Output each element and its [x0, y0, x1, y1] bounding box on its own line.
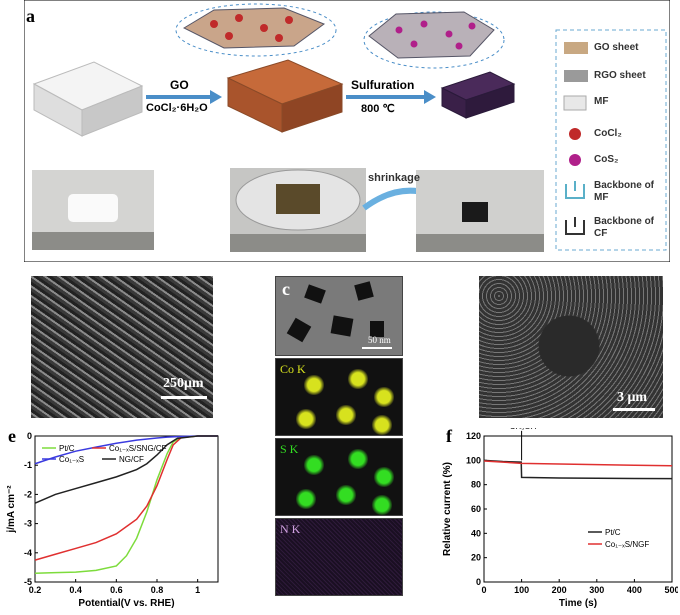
scale-bar-d	[613, 408, 655, 411]
eds-map-2: N K	[275, 518, 403, 596]
y-tick-label: 20	[471, 553, 481, 563]
cos2-block	[440, 71, 516, 119]
mf-block-icon	[563, 95, 587, 111]
y-tick-label: 100	[466, 455, 481, 465]
legend-label-e-3: NG/CF	[119, 455, 144, 464]
x-tick-label: 200	[552, 585, 567, 595]
legend-label-e-1: Co₁₋ₓS/SNG/CF	[109, 444, 167, 453]
y-tick-label: 60	[471, 504, 481, 514]
photo-mf	[32, 170, 154, 250]
y-tick-label: 0	[476, 577, 481, 587]
panel-a: a	[24, 0, 670, 262]
legend-item-3: CoCl₂	[594, 128, 622, 139]
zoom-hexagon-2	[363, 11, 505, 69]
eds-map-label-1: S K	[280, 442, 299, 456]
panel-d-sem: 3 μm	[479, 276, 663, 418]
go-sheet-icon	[564, 42, 588, 54]
y-tick-label: 0	[27, 431, 32, 441]
eds-map-label-0: Co K	[280, 362, 306, 376]
y-tick-label: 40	[471, 528, 481, 538]
panel-f-label: f	[446, 426, 452, 446]
chart-f: 0 100 200 300 400 500 0 20 40 60 80 100 120 Time (s) R…	[442, 422, 680, 609]
legend-box	[555, 29, 667, 251]
plot-frame	[34, 435, 219, 583]
legend-label-e-0: Pt/C	[59, 444, 75, 453]
arrow-1-top-label: GO	[170, 78, 189, 92]
x-tick-label: 400	[627, 585, 642, 595]
legend-item-1: RGO sheet	[594, 70, 646, 81]
legend-item-4: CoS₂	[594, 154, 619, 165]
cf-backbone-icon	[565, 217, 585, 235]
x-tick-label: 300	[589, 585, 604, 595]
panel-f: f 0 100 200 300 400 500 0 20 40 60 80 100 120 Time (s…	[438, 422, 680, 610]
series-line-2	[34, 435, 218, 465]
series-line-1	[483, 460, 673, 467]
arrow-2-top-label: Sulfuration	[351, 78, 415, 92]
legend-item-0: GO sheet	[594, 42, 639, 53]
scale-label-c: 50 nm	[368, 335, 391, 345]
y-axis-label: j/mA cm⁻²	[6, 485, 17, 534]
eds-map-1: S K	[275, 438, 403, 516]
x-axis-label: Potential(V vs. RHE)	[78, 598, 174, 609]
panel-b-sem: 250μm	[31, 276, 213, 418]
panel-e: e 0.2 0.4 0.6 0.8 1 -5 -4 -3 -2 -1 0 Potential(V vs…	[2, 426, 224, 610]
panel-a-label: a	[26, 6, 35, 26]
panel-c-label: c	[282, 279, 290, 299]
photo-cf-shrunk	[416, 170, 544, 252]
x-tick-label: 100	[514, 585, 529, 595]
arrow-2-bottom-label: 800 ℃	[361, 103, 395, 115]
y-tick-label: -3	[24, 519, 32, 529]
scale-label-b: 250μm	[163, 376, 204, 391]
y-tick-label: 80	[471, 480, 481, 490]
y-tick-label: -4	[24, 548, 32, 558]
y-tick-label: -5	[24, 577, 32, 587]
cos2-sphere-icon	[569, 154, 581, 166]
x-tick-label: 0.6	[110, 585, 123, 595]
arrow-1-bottom-label: CoCl₂·6H₂O	[146, 102, 208, 114]
zoom-hexagon-1	[175, 3, 337, 57]
scale-bar-b	[161, 396, 207, 399]
photo-cf-dish	[230, 168, 366, 252]
legend-label-e-2: Co₁₋ₓS	[59, 455, 84, 464]
x-axis-label: Time (s)	[559, 598, 597, 609]
go-cocl2-block	[226, 59, 344, 133]
panel-e-label: e	[8, 426, 16, 446]
x-tick-label: 0.8	[151, 585, 164, 595]
plot-frame	[483, 435, 673, 583]
eds-map-label-2: N K	[280, 522, 301, 536]
panel-c-tem: c 50 nm	[275, 276, 403, 356]
x-tick-label: 0	[481, 585, 486, 595]
mf-block	[32, 61, 144, 137]
x-tick-label: 500	[664, 585, 678, 595]
legend-item-5: Backbone of MF	[594, 180, 655, 203]
cocl2-sphere-icon	[569, 128, 581, 140]
mf-backbone-icon	[565, 181, 585, 199]
y-tick-label: -1	[24, 460, 32, 470]
schematic-svg	[24, 0, 670, 262]
y-axis-label: Relative current (%)	[442, 462, 453, 556]
annotation-label: CH₃OH	[510, 428, 537, 431]
eds-map-0: Co K	[275, 358, 403, 436]
x-tick-label: 0.4	[69, 585, 82, 595]
legend-label-f-0: Pt/C	[605, 528, 621, 537]
chart-e: 0.2 0.4 0.6 0.8 1 -5 -4 -3 -2 -1 0 Potential(V vs. …	[6, 431, 219, 609]
y-tick-label: -2	[24, 489, 32, 499]
x-tick-label: 0.2	[29, 585, 42, 595]
y-tick-label: 120	[466, 431, 481, 441]
x-tick-label: 1	[195, 585, 200, 595]
scale-bar-c	[362, 347, 392, 349]
legend-label-f-1: Co₁₋ₓS/NGF	[605, 540, 649, 549]
shrinkage-label: shrinkage	[368, 172, 420, 184]
legend-item-2: MF	[594, 96, 609, 107]
legend-item-6: Backbone of CF	[594, 216, 655, 239]
series-line-3	[34, 435, 218, 504]
scale-label-d: 3 μm	[617, 390, 648, 405]
rgo-sheet-icon	[564, 70, 588, 82]
